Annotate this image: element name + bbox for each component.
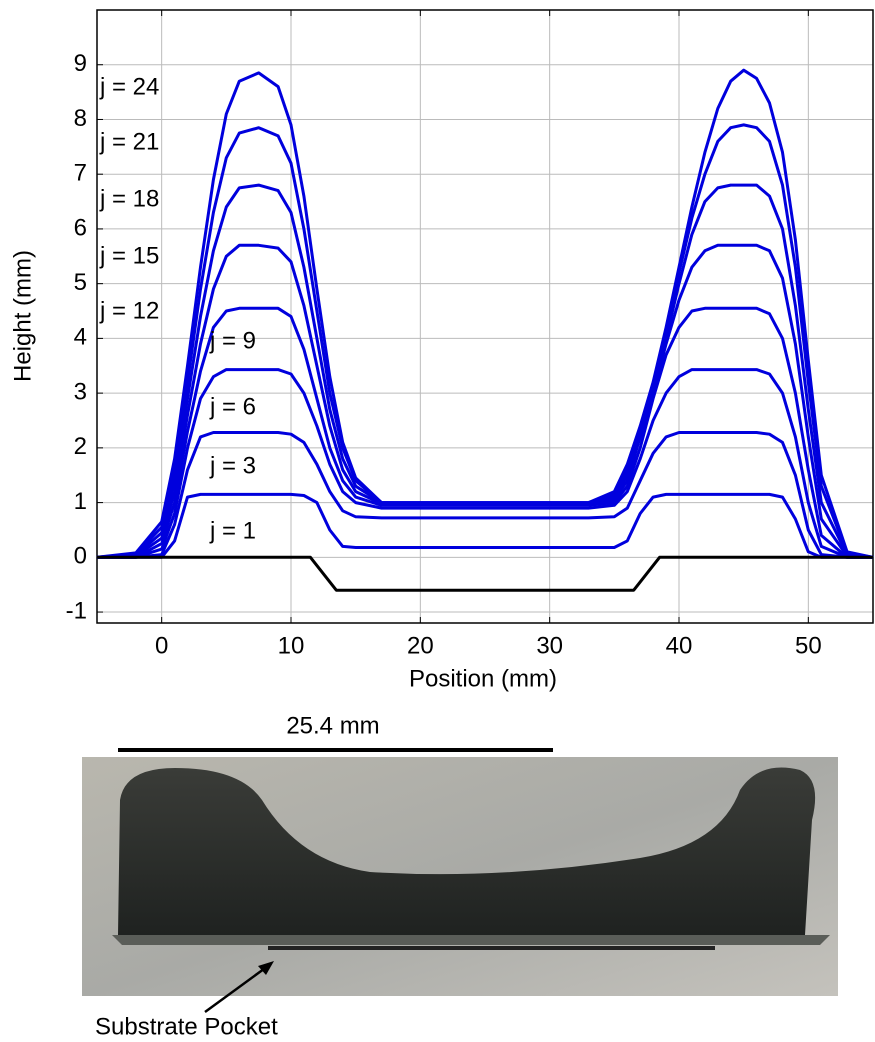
line	[97, 492, 873, 559]
annotation: j = 21	[99, 128, 159, 155]
y-axis-label: Height (mm)	[9, 250, 36, 382]
callout-arrowhead	[258, 961, 274, 975]
annotation: j = 9	[209, 327, 256, 354]
x-tick-label: 20	[407, 632, 434, 659]
y-tick-label: 4	[74, 324, 87, 351]
y-tick-label: 0	[74, 543, 87, 570]
annotation: j = 18	[99, 185, 159, 212]
x-tick-label: 10	[278, 632, 305, 659]
x-tick-label: 0	[155, 632, 168, 659]
annotation: j = 1	[209, 517, 256, 544]
x-tick-label: 40	[666, 632, 693, 659]
y-tick-label: 5	[74, 269, 87, 296]
line	[97, 368, 873, 559]
x-tick-label: 30	[536, 632, 563, 659]
line	[97, 555, 873, 592]
photo-base	[112, 935, 830, 945]
annotation: j = 12	[99, 297, 159, 324]
photo-part	[118, 767, 816, 935]
line	[96, 68, 874, 559]
axes-frame	[96, 9, 874, 624]
y-tick-label: 3	[74, 378, 87, 405]
callout-label: Substrate Pocket	[95, 1013, 278, 1040]
callout-arrow	[204, 964, 269, 1014]
scale-bar-label: 25.4 mm	[286, 712, 379, 739]
annotation: j = 24	[99, 73, 159, 100]
x-axis-label: Position (mm)	[409, 665, 557, 692]
y-tick-label: 2	[74, 433, 87, 460]
y-tick-label: 9	[74, 50, 87, 77]
annotation: j = 15	[99, 242, 159, 269]
y-tick-label: 7	[74, 160, 87, 187]
annotation: j = 3	[209, 452, 256, 479]
y-tick-label: 6	[74, 214, 87, 241]
y-tick-label: -1	[66, 597, 87, 624]
y-tick-label: 1	[74, 488, 87, 515]
photo	[82, 757, 838, 996]
x-tick-label: 50	[795, 632, 822, 659]
plot-area: -1 0 1 2 3 4 5 6 7 8 9 0 10 20 30 40 50 j = 24 j = 21 j = 1…	[66, 9, 874, 659]
annotation: j = 6	[209, 393, 256, 420]
y-tick-label: 8	[74, 105, 87, 132]
line	[97, 431, 873, 559]
